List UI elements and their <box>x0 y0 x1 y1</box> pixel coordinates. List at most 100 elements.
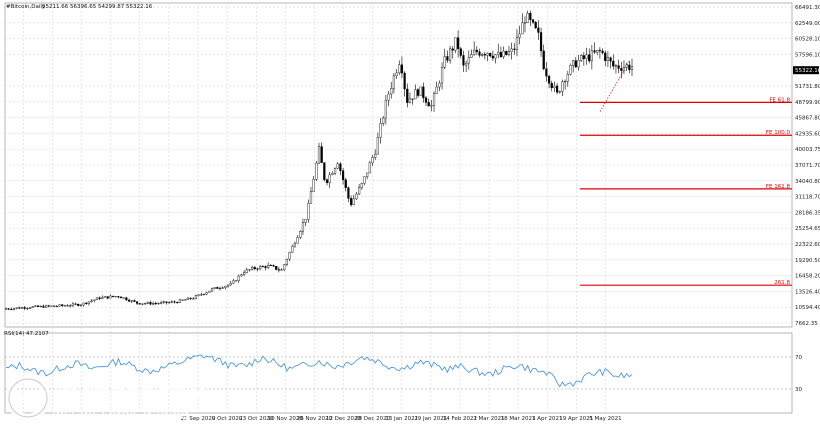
candle-body <box>473 49 476 55</box>
price-tick-label: 40003.75 <box>795 147 820 153</box>
candle-body <box>582 55 585 59</box>
date-label: 9 Oct 2020 <box>212 416 243 422</box>
candle-body <box>555 85 559 93</box>
candle-body <box>347 187 350 199</box>
candle-body <box>213 287 216 289</box>
candle-body <box>545 68 548 77</box>
candle-body <box>7 308 10 310</box>
candle-body <box>168 302 171 304</box>
candle-body <box>358 187 361 195</box>
candle-body <box>234 280 238 282</box>
candle-body <box>475 49 478 53</box>
candle-body <box>625 64 628 68</box>
candle-body <box>526 12 529 23</box>
candle-body <box>69 305 72 307</box>
candle-body <box>392 75 396 89</box>
candle-body <box>542 50 545 70</box>
candle-body <box>309 191 313 204</box>
candle-body <box>630 66 634 70</box>
candle-body <box>256 268 259 270</box>
price-axis: 66491.30 62549.00 60528.10 57596.10 55322.16… <box>793 5 820 327</box>
candle-body <box>251 267 254 270</box>
candle-body <box>146 302 149 304</box>
price-tick-label: 10594.40 <box>795 305 820 311</box>
candle-body <box>293 242 297 247</box>
candle-body <box>119 296 123 299</box>
candle-body <box>341 170 345 180</box>
date-label: 26 Nov 2020 <box>297 416 333 422</box>
candle-body <box>194 295 198 299</box>
candle-body <box>98 297 101 299</box>
candle-body <box>467 57 470 64</box>
candle-body <box>529 12 532 20</box>
date-label: 12 Dec 2020 <box>326 416 362 422</box>
price-tick-label: 13526.40 <box>795 289 820 295</box>
candle-body <box>242 272 246 275</box>
candle-body <box>87 301 91 304</box>
chart-title: #Bitcoin,Daily <box>6 4 46 10</box>
candle-body <box>95 297 99 301</box>
candle-body <box>400 64 404 74</box>
candle-body <box>408 98 412 103</box>
rsi-label: RSI(14) 47.2107 <box>4 331 49 337</box>
candle-body <box>181 299 184 301</box>
price-tick-label: 62549.00 <box>795 21 820 27</box>
candle-body <box>192 298 195 300</box>
candle-body <box>269 265 272 267</box>
watermark-brand: instaforex <box>52 376 206 412</box>
candle-body <box>34 305 37 307</box>
candle-body <box>440 67 444 84</box>
candle-body <box>320 146 323 163</box>
fib-level-label: FE 100.0 <box>766 130 791 136</box>
fib-level-label: FE 161.8 <box>766 184 791 190</box>
candle-body <box>304 219 307 223</box>
candle-body <box>572 60 575 66</box>
price-tick-label: 22322.60 <box>795 242 820 248</box>
candle-body <box>403 72 406 90</box>
candle-body <box>23 307 26 309</box>
price-tick-label: 28186.35 <box>795 210 820 216</box>
candle-body <box>58 304 61 307</box>
candle-body <box>165 301 168 303</box>
candle-body <box>521 22 524 35</box>
candle-body <box>66 305 69 307</box>
candle-body <box>288 252 291 260</box>
candle-body <box>117 296 120 298</box>
candle-body <box>550 83 553 89</box>
candle-body <box>614 65 618 67</box>
candle-body <box>588 54 591 62</box>
price-tick-label: 7662.35 <box>795 321 818 327</box>
candle-body <box>564 81 567 83</box>
candle-body <box>135 301 139 304</box>
candle-body <box>130 300 133 302</box>
candle-body <box>114 296 117 298</box>
candle-body <box>462 55 465 66</box>
candle-body <box>299 231 302 238</box>
candle-body <box>109 295 112 299</box>
candle-body <box>580 55 583 61</box>
candle-body <box>4 308 8 310</box>
candle-body <box>617 65 620 69</box>
price-tick-label: 51731.80 <box>795 84 820 90</box>
candle-body <box>85 302 88 304</box>
candle-body <box>497 52 500 55</box>
candle-body <box>291 245 294 253</box>
candle-body <box>360 182 363 188</box>
candle-body <box>283 264 286 270</box>
candle-body <box>79 304 83 306</box>
candle-body <box>226 284 230 287</box>
candle-body <box>127 299 131 302</box>
fib-level-label: FE 61.8 <box>769 97 790 103</box>
candle-body <box>275 266 278 270</box>
ohlc-readout: 55211.66 56396.65 54299.87 55322.16 <box>42 4 153 10</box>
price-tick-label: 60528.10 <box>795 37 820 43</box>
candle-body <box>63 305 66 307</box>
price-tick-label: 37071.70 <box>795 163 820 169</box>
date-label: 14 Feb 2021 <box>443 416 477 422</box>
candle-body <box>604 52 607 61</box>
candle-body <box>414 89 417 100</box>
candle-body <box>553 85 556 89</box>
candle-body <box>368 162 371 174</box>
candle-body <box>438 82 441 88</box>
candle-body <box>272 265 275 267</box>
